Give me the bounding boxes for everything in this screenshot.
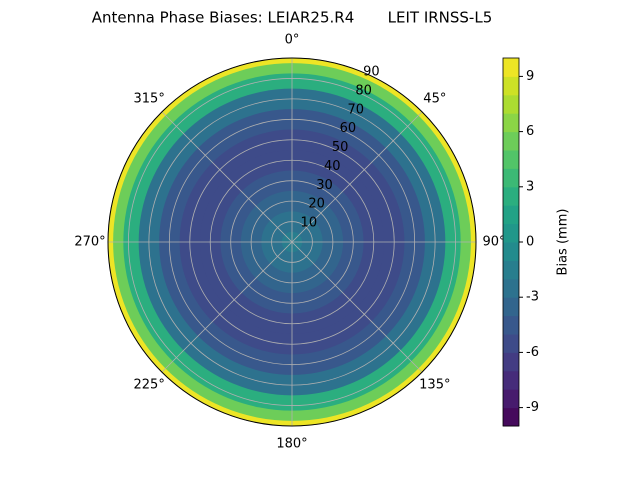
theta-tick-label: 0°: [285, 33, 300, 48]
colorbar-band: [503, 370, 519, 390]
r-tick-label: 50: [332, 140, 349, 155]
r-tick-label: 80: [355, 83, 372, 98]
theta-tick-label: 135°: [419, 377, 450, 392]
theta-tick-label: 225°: [134, 377, 165, 392]
colorbar-label: Bias (mm): [556, 209, 571, 276]
colorbar-tick-label: -6: [526, 345, 539, 360]
r-tick-label: 20: [308, 197, 325, 212]
theta-tick-label: 270°: [74, 235, 105, 250]
colorbar-tick-label: -9: [526, 400, 539, 415]
colorbar-band: [503, 113, 519, 133]
theta-tick-label: 315°: [134, 92, 165, 107]
colorbar-band: [503, 407, 519, 427]
grid-spoke: [291, 111, 423, 243]
colorbar-band: [503, 352, 519, 372]
colorbar-band: [503, 94, 519, 114]
chart-title: Antenna Phase Biases: LEIAR25.R4 LEIT IR…: [92, 9, 493, 27]
colorbar-band: [503, 76, 519, 96]
colorbar-tick-label: 9: [526, 69, 534, 84]
colorbar-band: [503, 278, 519, 298]
colorbar-band: [503, 186, 519, 206]
colorbar-band: [503, 334, 519, 353]
r-tick-label: 70: [347, 102, 364, 117]
r-tick-label: 40: [324, 159, 341, 174]
colorbar-band: [503, 297, 519, 317]
grid-spoke: [161, 111, 293, 243]
colorbar-band: [503, 150, 519, 169]
r-tick-label: 90: [363, 65, 380, 80]
r-tick-label: 60: [340, 121, 357, 136]
colorbar-tick-label: -3: [526, 290, 539, 305]
colorbar-band: [503, 315, 519, 335]
colorbar-band: [503, 168, 519, 188]
colorbar-tick-label: 3: [526, 179, 534, 194]
theta-tick-label: 45°: [423, 92, 446, 107]
colorbar-band: [503, 131, 519, 151]
polar-frame: [107, 57, 477, 427]
colorbar-band: [503, 223, 519, 243]
colorbar-band: [503, 389, 519, 409]
r-tick-label: 10: [301, 216, 318, 231]
colorbar-tick-label: 0: [526, 235, 534, 250]
r-tick-label: 30: [316, 178, 333, 193]
colorbar-band: [503, 205, 519, 225]
colorbar-band: [503, 58, 519, 77]
colorbar-tick-label: 6: [526, 124, 534, 139]
colorbar-band: [503, 260, 519, 280]
theta-tick-label: 180°: [276, 437, 307, 452]
grid-spoke: [161, 241, 293, 373]
theta-tick-label: 90°: [482, 235, 505, 250]
grid-spoke: [291, 241, 423, 373]
colorbar-band: [503, 242, 519, 261]
